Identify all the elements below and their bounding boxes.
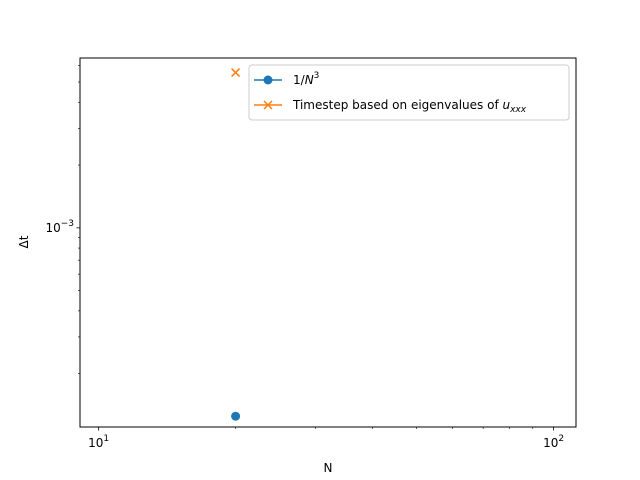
legend-marker-2 [263,100,273,110]
major-ticks: 101 102 10−3 [45,219,564,450]
y-tick-label: 10−3 [45,219,74,235]
data-points [231,68,241,421]
y-axis-label: Δt [17,235,31,248]
legend-label-1: 1/N3 [293,71,319,87]
x-axis-label: N [324,461,333,475]
legend-marker-1 [263,75,273,85]
legend-entry-2: Timestep based on eigenvalues of uxxx [254,98,527,115]
data-point-series-2 [231,68,241,78]
data-point-series-1 [231,411,241,421]
plot-frame [79,57,577,428]
x-tick-label: 101 [88,434,109,450]
legend-label-2: Timestep based on eigenvalues of uxxx [292,98,527,115]
legend-box [248,64,570,121]
legend-entry-1: 1/N3 [254,71,319,87]
x-tick-label: 102 [543,434,564,450]
legend: 1/N3 Timestep based on eigenvalues of ux… [248,64,570,121]
